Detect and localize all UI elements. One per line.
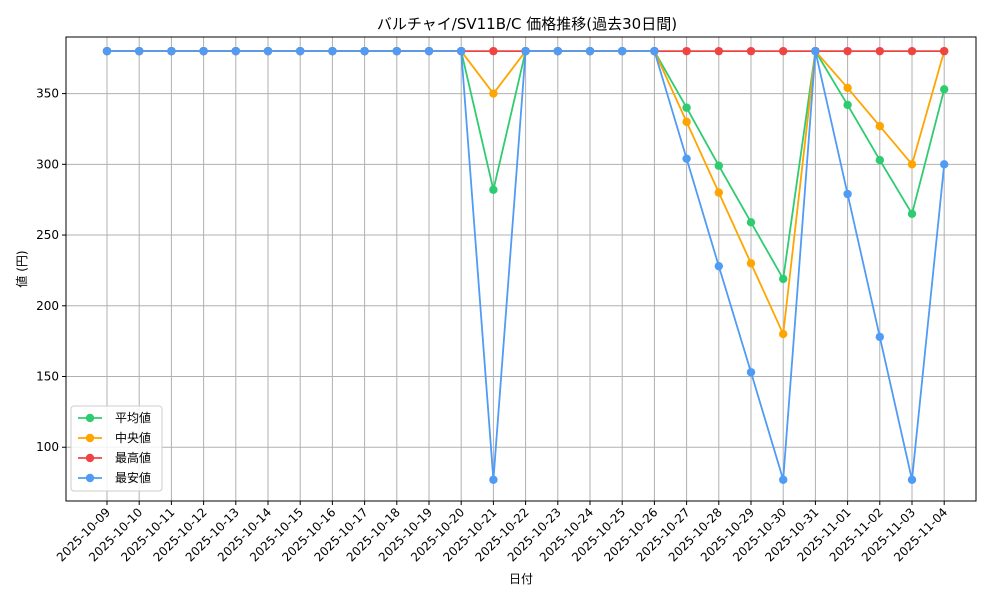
data-point (843, 100, 852, 110)
data-point (263, 46, 273, 56)
data-point (489, 185, 498, 194)
data-point (682, 46, 691, 56)
legend-marker (85, 413, 95, 423)
data-point (682, 103, 691, 112)
data-point (714, 188, 723, 197)
data-point (489, 89, 498, 98)
data-point (714, 261, 723, 271)
data-point (231, 46, 240, 56)
data-point (360, 46, 369, 56)
data-point (907, 160, 917, 169)
data-point (811, 46, 820, 56)
legend-label: 中央値 (115, 430, 151, 445)
data-point (875, 155, 884, 165)
data-point (521, 46, 530, 56)
data-point (779, 46, 788, 56)
data-point (199, 46, 208, 56)
data-point (714, 46, 723, 56)
data-point (940, 160, 949, 169)
data-point (489, 46, 498, 56)
data-point (907, 46, 917, 56)
data-point (489, 475, 498, 484)
legend-label: 平均値 (115, 410, 151, 425)
data-point (585, 46, 595, 56)
data-point (907, 209, 917, 219)
grid-lines (66, 37, 976, 501)
y-tick-label: 350 (36, 87, 59, 101)
data-point (746, 368, 756, 377)
data-point (746, 46, 756, 56)
data-point (424, 46, 434, 56)
data-point (618, 46, 627, 56)
legend-marker (85, 473, 95, 483)
data-point (328, 46, 337, 56)
data-point (907, 475, 917, 484)
y-tick-label: 100 (36, 440, 59, 454)
data-point (296, 46, 305, 56)
data-point (746, 218, 756, 227)
x-axis-label: 日付 (509, 572, 533, 586)
y-tick-label: 200 (36, 299, 59, 313)
data-point (843, 46, 852, 56)
data-point (457, 46, 466, 56)
data-point (650, 46, 659, 56)
data-point (875, 332, 884, 342)
data-point (779, 475, 788, 484)
data-point (875, 121, 884, 131)
y-axis: 100 150 200 250 300 350 (36, 87, 66, 454)
data-point (940, 46, 949, 56)
data-point (682, 117, 691, 127)
y-tick-label: 300 (36, 157, 59, 171)
data-point (940, 85, 949, 94)
legend-label: 最安値 (115, 470, 151, 485)
chart-title: バルチャイ/SV11B/C 価格推移(過去30日間) (377, 15, 677, 33)
legend-marker (85, 433, 95, 443)
data-point (553, 46, 562, 56)
series-layer (102, 46, 949, 484)
legend-label: 最高値 (115, 450, 151, 465)
y-axis-label: 値 (円) (14, 250, 29, 287)
legend-marker (85, 453, 95, 463)
data-point (135, 46, 144, 56)
y-tick-label: 150 (36, 370, 59, 384)
plot-frame (65, 36, 977, 502)
data-point (682, 154, 691, 163)
data-point (392, 46, 401, 56)
data-point (779, 329, 788, 339)
data-point (167, 46, 176, 56)
data-point (843, 189, 852, 199)
data-point (875, 46, 884, 56)
y-tick-label: 250 (36, 228, 59, 242)
x-axis: 2025-10-092025-10-102025-10-112025-10-12… (54, 501, 950, 564)
legend-box (70, 405, 163, 492)
data-point (843, 83, 852, 93)
series (102, 46, 949, 484)
data-point (779, 274, 788, 284)
data-point (746, 259, 756, 268)
data-point (102, 46, 112, 56)
data-point (714, 161, 723, 170)
